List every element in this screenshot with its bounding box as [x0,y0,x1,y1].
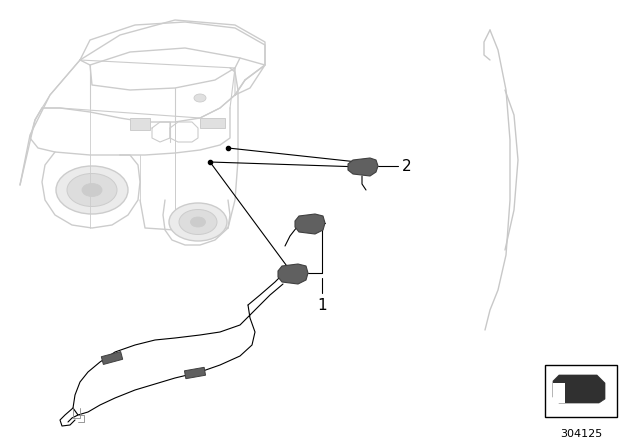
Text: 2: 2 [402,159,412,173]
Polygon shape [200,118,225,128]
Ellipse shape [194,94,206,102]
Polygon shape [101,352,123,365]
Text: 1: 1 [317,298,327,313]
Ellipse shape [179,210,217,234]
Ellipse shape [67,173,117,207]
Ellipse shape [56,166,128,214]
Ellipse shape [169,203,227,241]
Ellipse shape [191,217,205,227]
Text: 304125: 304125 [560,429,602,439]
Polygon shape [348,158,378,176]
Polygon shape [130,118,150,130]
Polygon shape [184,367,205,379]
Bar [545,365,617,417]
Polygon shape [295,214,325,234]
Polygon shape [278,264,308,284]
Polygon shape [553,375,605,403]
Polygon shape [553,383,565,403]
Ellipse shape [82,184,102,197]
